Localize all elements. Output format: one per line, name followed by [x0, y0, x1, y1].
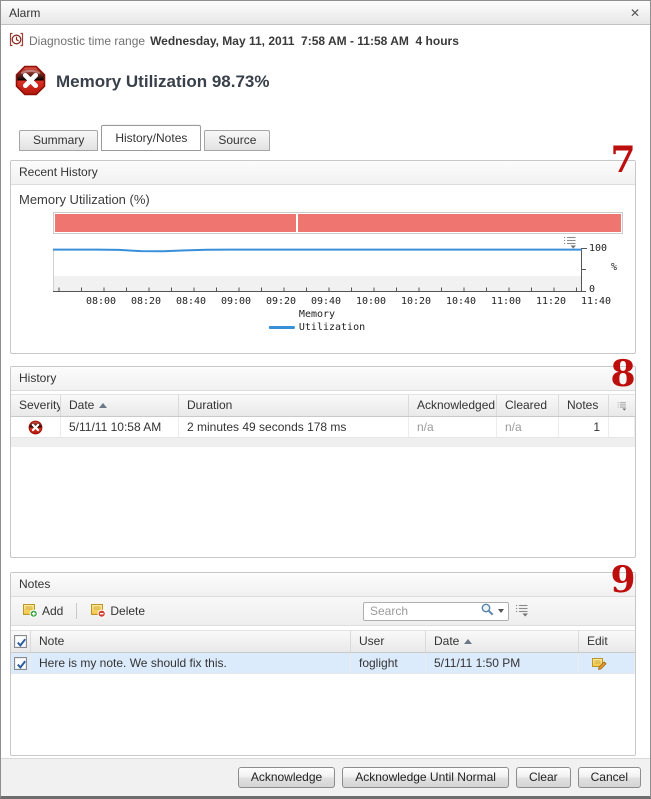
col-duration[interactable]: Duration — [179, 395, 409, 416]
severity-band — [53, 212, 623, 234]
history-table-row[interactable]: 5/11/11 10:58 AM 2 minutes 49 seconds 17… — [11, 417, 635, 438]
chart-title: Memory Utilization (%) — [19, 192, 150, 207]
toolbar-separator — [76, 603, 78, 619]
notes-panel: Notes Add — [10, 572, 636, 756]
note-user: foglight — [351, 653, 426, 674]
notes-table-header: Note User Date Edit — [11, 630, 635, 653]
history-table: Severity Date Duration Acknowledged Clea… — [11, 394, 635, 447]
search-icon[interactable] — [480, 602, 495, 620]
severity-fatal-icon — [11, 417, 61, 438]
history-duration: 2 minutes 49 seconds 178 ms — [179, 417, 409, 438]
tab-history-notes[interactable]: History/Notes — [101, 125, 202, 151]
notes-customizer-icon[interactable] — [515, 603, 529, 620]
col-acknowledged[interactable]: Acknowledged — [409, 395, 497, 416]
utilization-line-plot — [53, 248, 587, 292]
history-panel-title: History — [11, 367, 635, 391]
acknowledge-until-normal-button[interactable]: Acknowledge Until Normal — [342, 767, 509, 788]
tab-source[interactable]: Source — [204, 130, 271, 151]
legend-metric-label: Utilization — [298, 322, 366, 333]
recent-history-panel-title: Recent History — [11, 161, 635, 185]
x-axis-labels: 08:00 08:20 08:40 09:00 09:20 09:40 10:00 10:20… — [85, 296, 612, 307]
annotation-9: 9 — [610, 559, 636, 601]
chart-customizer-icon[interactable] — [563, 235, 577, 252]
tab-strip: Summary History/Notes Source — [19, 125, 650, 151]
delete-note-icon — [90, 602, 107, 621]
add-note-icon — [22, 602, 38, 621]
notes-table: Note User Date Edit Here is my note. We … — [11, 630, 635, 674]
notes-search-box — [363, 601, 509, 621]
col-notes[interactable]: Notes — [559, 395, 609, 416]
col-cleared[interactable]: Cleared — [497, 395, 559, 416]
history-date: 5/11/11 10:58 AM — [61, 417, 179, 438]
annotation-7: 7 — [610, 139, 636, 181]
empty-row-stripe — [11, 438, 635, 447]
search-options-caret-icon[interactable] — [498, 609, 504, 613]
memory-utilization-chart: Memory Utilization (%) — [11, 185, 635, 354]
notes-panel-title: Notes — [11, 573, 635, 597]
diagnostic-time-range: Diagnostic time range Wednesday, May 11,… — [9, 32, 650, 50]
y-axis-unit-label: % — [611, 262, 618, 273]
notes-toolbar: Add Delete — [11, 597, 635, 626]
history-notes-count: 1 — [559, 417, 609, 438]
clear-button[interactable]: Clear — [515, 767, 571, 788]
sort-asc-icon — [464, 639, 473, 644]
close-icon[interactable]: ✕ — [629, 5, 640, 20]
fatal-severity-icon — [15, 65, 46, 99]
acknowledge-button[interactable]: Acknowledge — [237, 767, 336, 788]
search-input[interactable] — [364, 604, 480, 618]
annotation-8: 8 — [610, 353, 636, 395]
col-note-date[interactable]: Date — [426, 631, 579, 652]
y-axis-min-label: 0 — [589, 284, 596, 295]
note-date: 5/11/11 1:50 PM — [426, 653, 579, 674]
col-note[interactable]: Note — [31, 631, 351, 652]
y-axis-max-label: 100 — [589, 243, 608, 254]
col-date[interactable]: Date — [61, 395, 179, 416]
diagnostic-value: Wednesday, May 11, 2011 7:58 AM - 11:58 … — [150, 34, 459, 48]
alarm-heading: Memory Utilization 98.73% — [15, 65, 650, 99]
select-all-checkbox[interactable] — [11, 631, 31, 652]
delete-note-button[interactable]: Delete — [87, 600, 148, 623]
history-customizer-icon[interactable] — [609, 395, 635, 416]
history-acknowledged: n/a — [409, 417, 497, 438]
add-note-button[interactable]: Add — [19, 600, 66, 623]
col-severity[interactable]: Severity — [11, 395, 61, 416]
diagnostic-label: Diagnostic time range — [29, 34, 146, 48]
clock-icon — [9, 32, 24, 50]
dialog-footer: Acknowledge Acknowledge Until Normal Cle… — [1, 758, 650, 796]
cancel-button[interactable]: Cancel — [577, 767, 641, 788]
legend-group-label: Memory — [298, 309, 336, 320]
window-title: Alarm — [9, 5, 41, 20]
recent-history-panel: Recent History Memory Utilization (%) — [10, 160, 636, 354]
tab-summary[interactable]: Summary — [19, 130, 99, 151]
chart-legend: Memory Utilization — [268, 309, 366, 333]
note-row-checkbox[interactable] — [11, 653, 31, 674]
delete-note-label: Delete — [110, 604, 146, 618]
edit-note-icon[interactable] — [579, 653, 635, 674]
legend-line-sample — [268, 326, 295, 329]
history-panel: History Severity Date Duration Acknowled… — [10, 366, 636, 558]
note-row[interactable]: Here is my note. We should fix this. fog… — [11, 653, 635, 674]
title-bar: Alarm ✕ — [1, 1, 650, 25]
page-title: Memory Utilization 98.73% — [56, 72, 270, 91]
sort-asc-icon — [99, 403, 108, 408]
col-user[interactable]: User — [351, 631, 426, 652]
history-table-header: Severity Date Duration Acknowledged Clea… — [11, 394, 635, 417]
note-text: Here is my note. We should fix this. — [31, 653, 351, 674]
history-cleared: n/a — [497, 417, 559, 438]
add-note-label: Add — [42, 604, 64, 618]
col-edit: Edit — [587, 634, 608, 648]
